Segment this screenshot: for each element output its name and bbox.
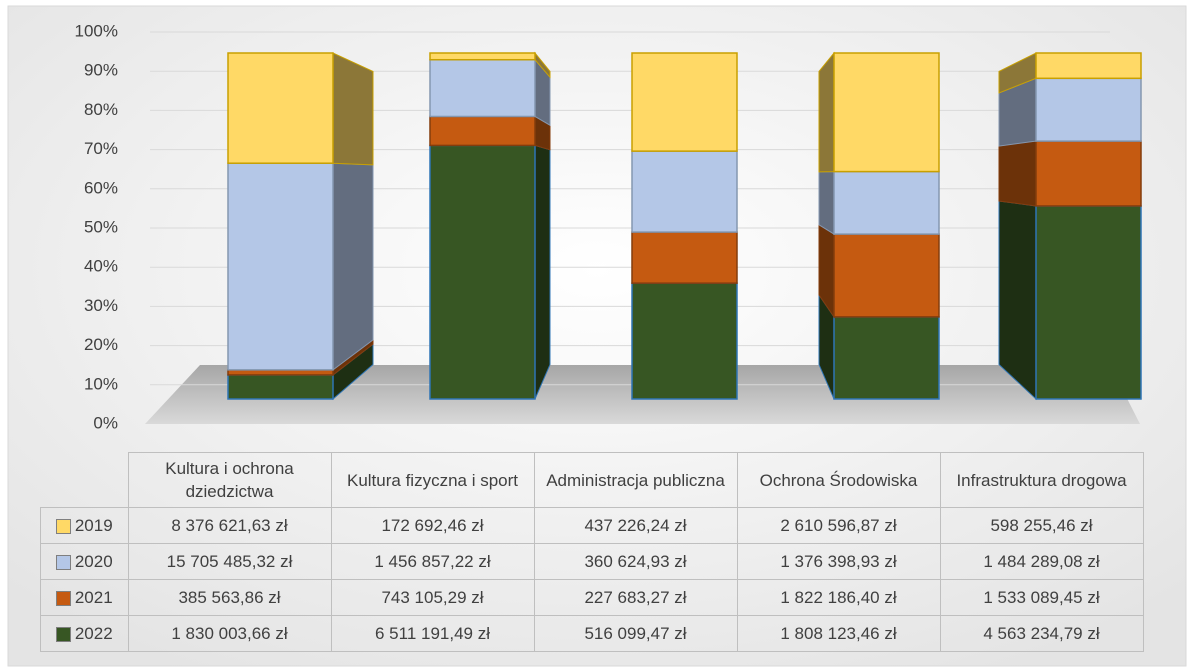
bar (429, 58, 536, 118)
value-label: 1 484 289,08 zł (939, 543, 1144, 580)
y-tick-label: 20% (84, 335, 118, 354)
bar (227, 374, 334, 400)
value-label: 1 456 857,22 zł (330, 543, 535, 580)
bar (227, 162, 334, 371)
value-label: 598 255,46 zł (939, 507, 1144, 544)
bar (833, 52, 940, 173)
bar (833, 316, 940, 400)
category-label: Kultura fizyczna i sport (330, 452, 535, 508)
legend-swatch (55, 626, 71, 642)
value-label: 8 376 621,63 zł (127, 507, 332, 544)
y-tick-label: 100% (75, 21, 118, 40)
y-tick-label: 30% (84, 296, 118, 315)
value-label: 1 830 003,66 zł (127, 615, 332, 652)
table-header-row: Kultura i ochrona dziedzictwa Kultura fiz… (41, 452, 1144, 508)
legend-label: 2020 (74, 551, 113, 571)
legend-swatch (55, 518, 71, 534)
bar-side (332, 162, 374, 371)
bar-side (998, 140, 1037, 207)
bar (429, 144, 536, 400)
bar-side (818, 171, 835, 235)
value-label: 227 683,27 zł (533, 579, 738, 616)
legend-cell: 2021 (40, 579, 129, 616)
bar (631, 52, 738, 152)
legend-swatch (55, 590, 71, 606)
table-row: 2019 8 376 621,63 zł 172 692,46 zł 437 226,… (40, 507, 1144, 544)
legend-label: 2022 (74, 623, 113, 643)
bar (1035, 205, 1142, 400)
category-label: Administracja publiczna (533, 452, 738, 508)
table-row: 2020 15 705 485,32 zł 1 456 857,22 zł 360 6… (40, 543, 1144, 580)
bar (429, 115, 536, 147)
bar (833, 233, 940, 318)
bar-side (534, 144, 551, 400)
value-label: 385 563,86 zł (127, 579, 332, 616)
value-label: 1 808 123,46 zł (736, 615, 941, 652)
value-label: 437 226,24 zł (533, 507, 738, 544)
bar (227, 369, 334, 376)
y-tick-label: 70% (84, 139, 118, 158)
bar (833, 170, 940, 235)
table-corner (41, 453, 129, 508)
category-label: Ochrona Środowiska (736, 452, 941, 508)
table-row: 2021 385 563,86 zł 743 105,29 zł 227 683,27… (40, 579, 1144, 616)
table-row: 2022 1 830 003,66 zł 6 511 191,49 zł 516 09… (40, 615, 1144, 652)
value-label: 4 563 234,79 zł (939, 615, 1144, 652)
bar (631, 150, 738, 233)
value-label: 360 624,93 zł (533, 543, 738, 580)
value-label: 2 610 596,87 zł (736, 507, 941, 544)
legend-cell: 2022 (40, 615, 129, 652)
bar (1035, 52, 1142, 80)
value-label: 1 822 186,40 zł (736, 579, 941, 616)
legend-swatch (55, 554, 71, 570)
value-label: 6 511 191,49 zł (330, 615, 535, 652)
bar-side (998, 200, 1037, 401)
legend-label: 2019 (74, 515, 113, 535)
data-table: Kultura i ochrona dziedzictwa Kultura fiz… (40, 452, 1144, 652)
y-tick-label: 80% (84, 100, 118, 119)
category-label: Kultura i ochrona dziedzictwa (127, 452, 332, 508)
y-tick-label: 60% (84, 178, 118, 197)
bar (227, 52, 334, 164)
y-tick-label: 50% (84, 217, 118, 236)
value-label: 1 376 398,93 zł (736, 543, 941, 580)
bar (1035, 140, 1142, 207)
value-label: 172 692,46 zł (330, 507, 535, 544)
y-tick-label: 0% (93, 413, 118, 432)
category-label: Infrastruktura drogowa (939, 452, 1144, 508)
y-tick-label: 10% (84, 374, 118, 393)
bar (429, 52, 536, 61)
bar (1035, 77, 1142, 142)
y-tick-label: 40% (84, 257, 118, 276)
value-label: 1 533 089,45 zł (939, 579, 1144, 616)
legend-cell: 2019 (40, 507, 129, 544)
value-label: 15 705 485,32 zł (127, 543, 332, 580)
legend-cell: 2020 (40, 543, 129, 580)
bar-side (818, 51, 835, 173)
value-label: 516 099,47 zł (533, 615, 738, 652)
legend-label: 2021 (74, 587, 113, 607)
bar (631, 282, 738, 400)
value-label: 743 105,29 zł (330, 579, 535, 616)
y-tick-label: 90% (84, 61, 118, 80)
bar-side (332, 52, 374, 166)
bar (631, 231, 738, 284)
